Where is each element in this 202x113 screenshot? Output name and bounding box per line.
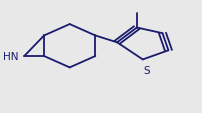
Text: S: S [143,66,150,75]
Text: HN: HN [3,52,18,61]
